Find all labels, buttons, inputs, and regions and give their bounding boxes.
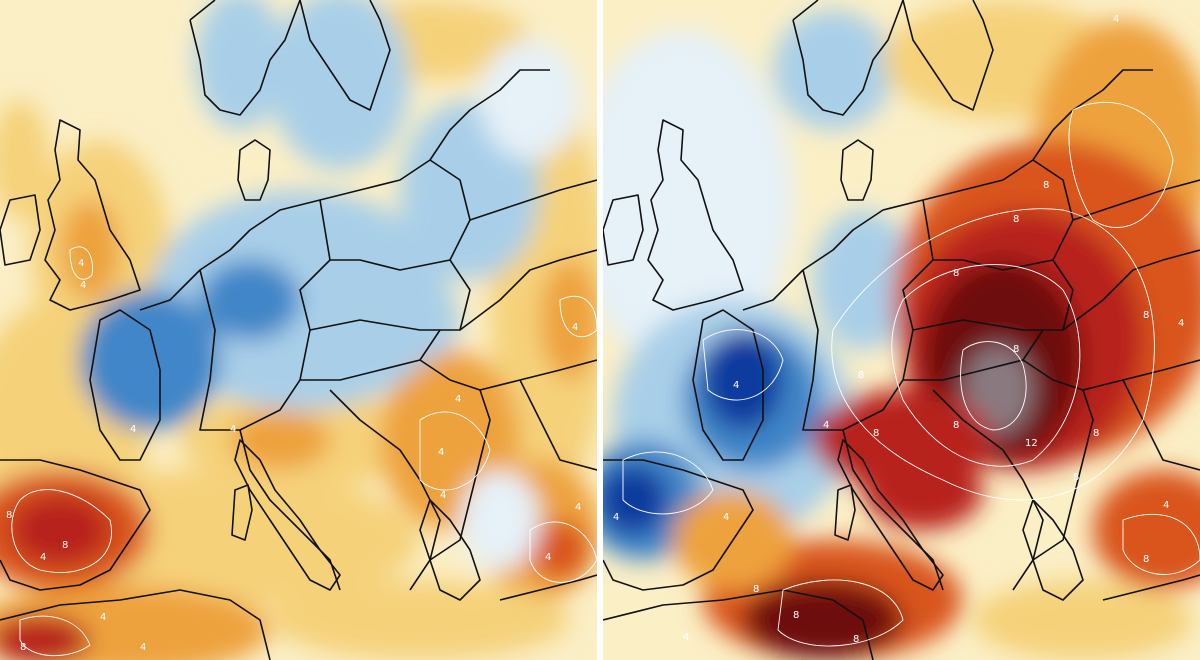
contour-label: 8 [953,268,959,279]
contour-label: 4 [683,632,689,643]
contour-label: 4 [230,424,236,435]
contour-label: 4 [140,642,146,653]
contour-label: 4 [80,280,86,291]
contour-label: 8 [1073,472,1079,483]
contour-lines [622,101,1200,647]
contour-label: 8 [1143,310,1149,321]
temperature-anomaly-map-left: 4 4 8 4 4 4 4 4 4 4 8 4 4 8 4 4 [0,0,597,660]
contour-label: 4 [823,420,829,431]
contour-label: 8 [1143,554,1149,565]
anomaly-color-field [603,0,1200,660]
contour-label: 8 [793,610,799,621]
contour-label: 8 [1043,180,1049,191]
contour-label: 4 [575,502,581,513]
anomaly-color-field [0,0,597,660]
contour-label: 4 [438,447,444,458]
contour-label: 8 [873,428,879,439]
contour-value-labels: 4 4 8 4 4 4 4 4 4 4 8 4 4 8 4 4 [6,258,581,653]
contour-label: 8 [753,584,759,595]
contour-label: 4 [40,552,46,563]
contour-label: 4 [1163,500,1169,511]
contour-label: 8 [20,642,26,653]
contour-label: 8 [1093,428,1099,439]
contour-label: 4 [455,394,461,405]
map-panel-right: 4 8 8 8 8 12 4 8 8 8 4 8 8 4 4 8 8 4 4 4 [603,0,1200,660]
contour-label: 12 [1025,438,1038,449]
contour-label: 8 [853,634,859,645]
contour-label: 4 [130,424,136,435]
contour-label: 8 [62,540,68,551]
panel-divider [597,0,603,660]
contour-label: 4 [723,512,729,523]
contour-label: 4 [1178,318,1184,329]
contour-label: 4 [613,512,619,523]
contour-label: 4 [1113,14,1119,25]
contour-label: 4 [78,258,84,269]
contour-label: 4 [440,490,446,501]
contour-lines [11,246,597,657]
contour-label: 8 [953,420,959,431]
contour-label: 8 [1013,344,1019,355]
contour-label: 4 [572,322,578,333]
contour-label: 4 [733,380,739,391]
country-borders [603,0,1200,660]
contour-label: 8 [858,370,864,381]
map-panel-left: 4 4 8 4 4 4 4 4 4 4 8 4 4 8 4 4 [0,0,597,660]
contour-label: 4 [100,612,106,623]
contour-label: 8 [1013,214,1019,225]
contour-value-labels: 4 8 8 8 8 12 4 8 8 8 4 8 8 4 4 8 8 4 4 4 [613,14,1184,645]
temperature-anomaly-map-right: 4 8 8 8 8 12 4 8 8 8 4 8 8 4 4 8 8 4 4 4 [603,0,1200,660]
contour-label: 4 [545,552,551,563]
contour-label: 8 [6,510,12,521]
